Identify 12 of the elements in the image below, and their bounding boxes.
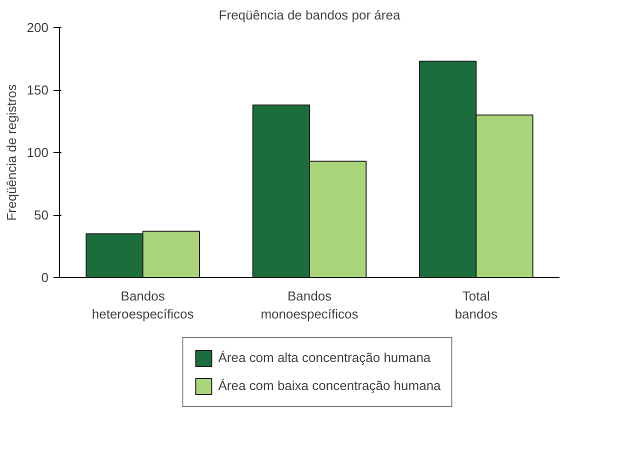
y-tick-label: 150	[26, 82, 49, 98]
x-tick-label: Bandos monoespecíficos	[260, 288, 359, 322]
y-tick-label: 100	[26, 145, 49, 160]
y-axis-title: Freqüência de registros	[4, 84, 19, 221]
x-tick-label: Bandos heteroespecíficos	[92, 288, 194, 322]
y-tick-label: 50	[34, 208, 49, 222]
y-tick-label: 0	[41, 270, 49, 285]
chart-title: Freqüência de bandos por área	[218, 8, 401, 22]
y-tick-label: 200	[26, 20, 49, 35]
x-tick-label: Total bandos	[454, 288, 498, 322]
legend-label: Área com alta concentração humana	[218, 350, 431, 365]
legend-label: Área com baixa concentração humana	[218, 378, 441, 393]
